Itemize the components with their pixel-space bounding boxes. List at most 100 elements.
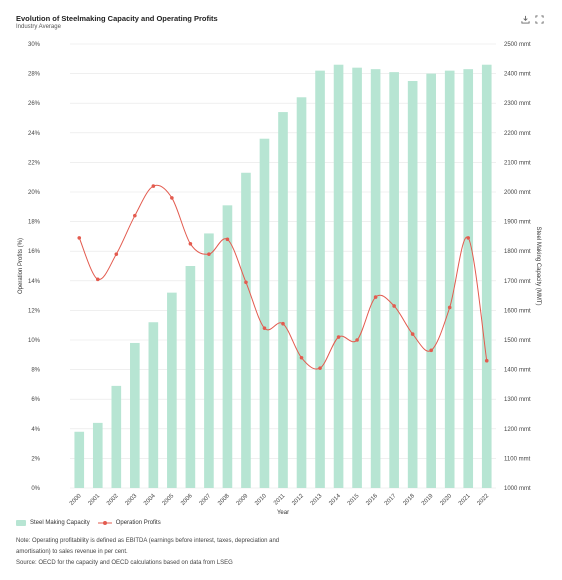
profits-point (484, 358, 489, 363)
left-tick-label: 28% (28, 72, 41, 78)
left-tick-label: 10% (28, 338, 41, 344)
legend-label-capacity: Steel Making Capacity (30, 520, 90, 526)
profits-point (151, 184, 156, 188)
right-tick-label: 2500 mmt (504, 42, 531, 48)
download-icon[interactable] (520, 14, 530, 24)
profits-point (188, 242, 193, 246)
profits-point (207, 252, 211, 256)
capacity-bar (370, 69, 381, 488)
right-tick-label: 2100 mmt (504, 160, 531, 166)
capacity-bar (259, 138, 270, 488)
right-tick-label: 1300 mmt (504, 397, 531, 403)
legend-item-profits[interactable]: Operation Profits (97, 520, 161, 526)
profits-point (262, 326, 267, 330)
capacity-bar (315, 70, 325, 488)
combo-chart: 0% 1000 mmt 2% 1100 mmt 4% 1200 mmt 6% 1300 mmt… (18, 42, 541, 516)
chart-toolbar (520, 14, 544, 24)
profits-point (410, 332, 415, 336)
x-tick-label: 2019 (421, 493, 435, 507)
right-tick-label: 2000 mmt (504, 190, 531, 196)
left-tick-label: 2% (31, 456, 40, 462)
legend-item-capacity[interactable]: Steel Making Capacity (16, 520, 90, 526)
capacity-bar (426, 73, 436, 488)
right-tick-label: 1400 mmt (504, 368, 531, 374)
right-tick-label: 2300 mmt (504, 101, 531, 107)
y-axis-left-title: Operation Profits (%) (18, 238, 24, 294)
x-axis-title: Year (277, 510, 289, 516)
capacity-bar (130, 342, 140, 488)
capacity-bar (74, 431, 85, 488)
capacity-bar (481, 64, 492, 488)
x-tick-label: 2021 (458, 493, 472, 507)
left-tick-label: 12% (28, 308, 41, 314)
capacity-bar (148, 322, 159, 488)
x-tick-label: 2012 (291, 493, 305, 507)
right-tick-label: 2400 mmt (504, 72, 531, 78)
x-tick-label: 2005 (162, 493, 176, 507)
right-tick-label: 1000 mmt (504, 486, 531, 492)
left-tick-label: 26% (28, 101, 41, 107)
x-tick-label: 2001 (88, 493, 102, 507)
x-tick-label: 2016 (365, 493, 379, 507)
x-tick-label: 2015 (347, 493, 361, 507)
x-tick-label: 2003 (125, 493, 139, 507)
legend-swatch-capacity (16, 520, 26, 526)
left-tick-label: 30% (28, 42, 41, 48)
profits-point (373, 295, 378, 299)
profits-point (95, 277, 100, 282)
capacity-bar (444, 70, 455, 488)
right-tick-label: 1500 mmt (504, 338, 531, 344)
profits-point (318, 366, 322, 370)
right-tick-label: 1200 mmt (504, 427, 531, 433)
x-tick-label: 2018 (402, 493, 416, 507)
capacity-bar (111, 385, 122, 488)
note-line-1: Note: Operating profitability is defined… (16, 538, 280, 544)
capacity-bar (352, 67, 362, 489)
profits-point (392, 304, 396, 308)
legend-swatch-profits (97, 521, 112, 525)
profits-point (299, 355, 304, 360)
x-tick-label: 2000 (69, 493, 83, 507)
chart-subtitle: Industry Average (16, 24, 61, 30)
profits-point (447, 305, 452, 310)
profits-point (244, 280, 248, 285)
fullscreen-icon[interactable] (534, 14, 544, 24)
capacity-bar (222, 205, 233, 488)
capacity-bar (167, 292, 177, 488)
x-tick-label: 2017 (384, 493, 398, 507)
profits-point (225, 237, 230, 242)
x-tick-label: 2020 (439, 493, 453, 507)
x-tick-label: 2011 (273, 493, 287, 507)
profits-point (77, 236, 82, 240)
right-tick-label: 1600 mmt (504, 308, 531, 314)
x-tick-label: 2004 (143, 493, 157, 507)
capacity-bar (407, 81, 418, 488)
left-tick-label: 8% (31, 368, 40, 374)
right-tick-label: 2200 mmt (504, 131, 531, 137)
chart-notes: Note: Operating profitability is defined… (16, 536, 436, 569)
left-tick-label: 18% (28, 220, 41, 226)
right-tick-label: 1900 mmt (504, 220, 531, 226)
capacity-bar (296, 97, 307, 488)
x-tick-label: 2002 (106, 493, 120, 507)
right-tick-label: 1100 mmt (504, 456, 531, 462)
y-axis-right-title: Steel Making Capacity (MMT) (535, 226, 541, 305)
x-tick-label: 2009 (236, 493, 250, 507)
profits-point (336, 335, 341, 339)
capacity-bar (278, 112, 288, 488)
x-tick-label: 2013 (310, 493, 324, 507)
capacity-bar (463, 69, 474, 488)
right-tick-label: 1800 mmt (504, 249, 531, 255)
profits-point (114, 252, 119, 256)
right-tick-label: 1700 mmt (504, 279, 531, 285)
x-tick-label: 2006 (180, 493, 194, 507)
profits-point (133, 213, 137, 218)
left-tick-label: 4% (31, 427, 40, 433)
x-tick-label: 2007 (199, 493, 213, 507)
left-tick-label: 20% (28, 190, 41, 196)
note-line-2: amortisation) to sales revenue in per ce… (16, 549, 128, 555)
left-tick-label: 0% (31, 486, 40, 492)
capacity-bar (241, 172, 251, 488)
profits-point (429, 348, 433, 353)
legend: Steel Making Capacity Operation Profits (16, 520, 161, 526)
